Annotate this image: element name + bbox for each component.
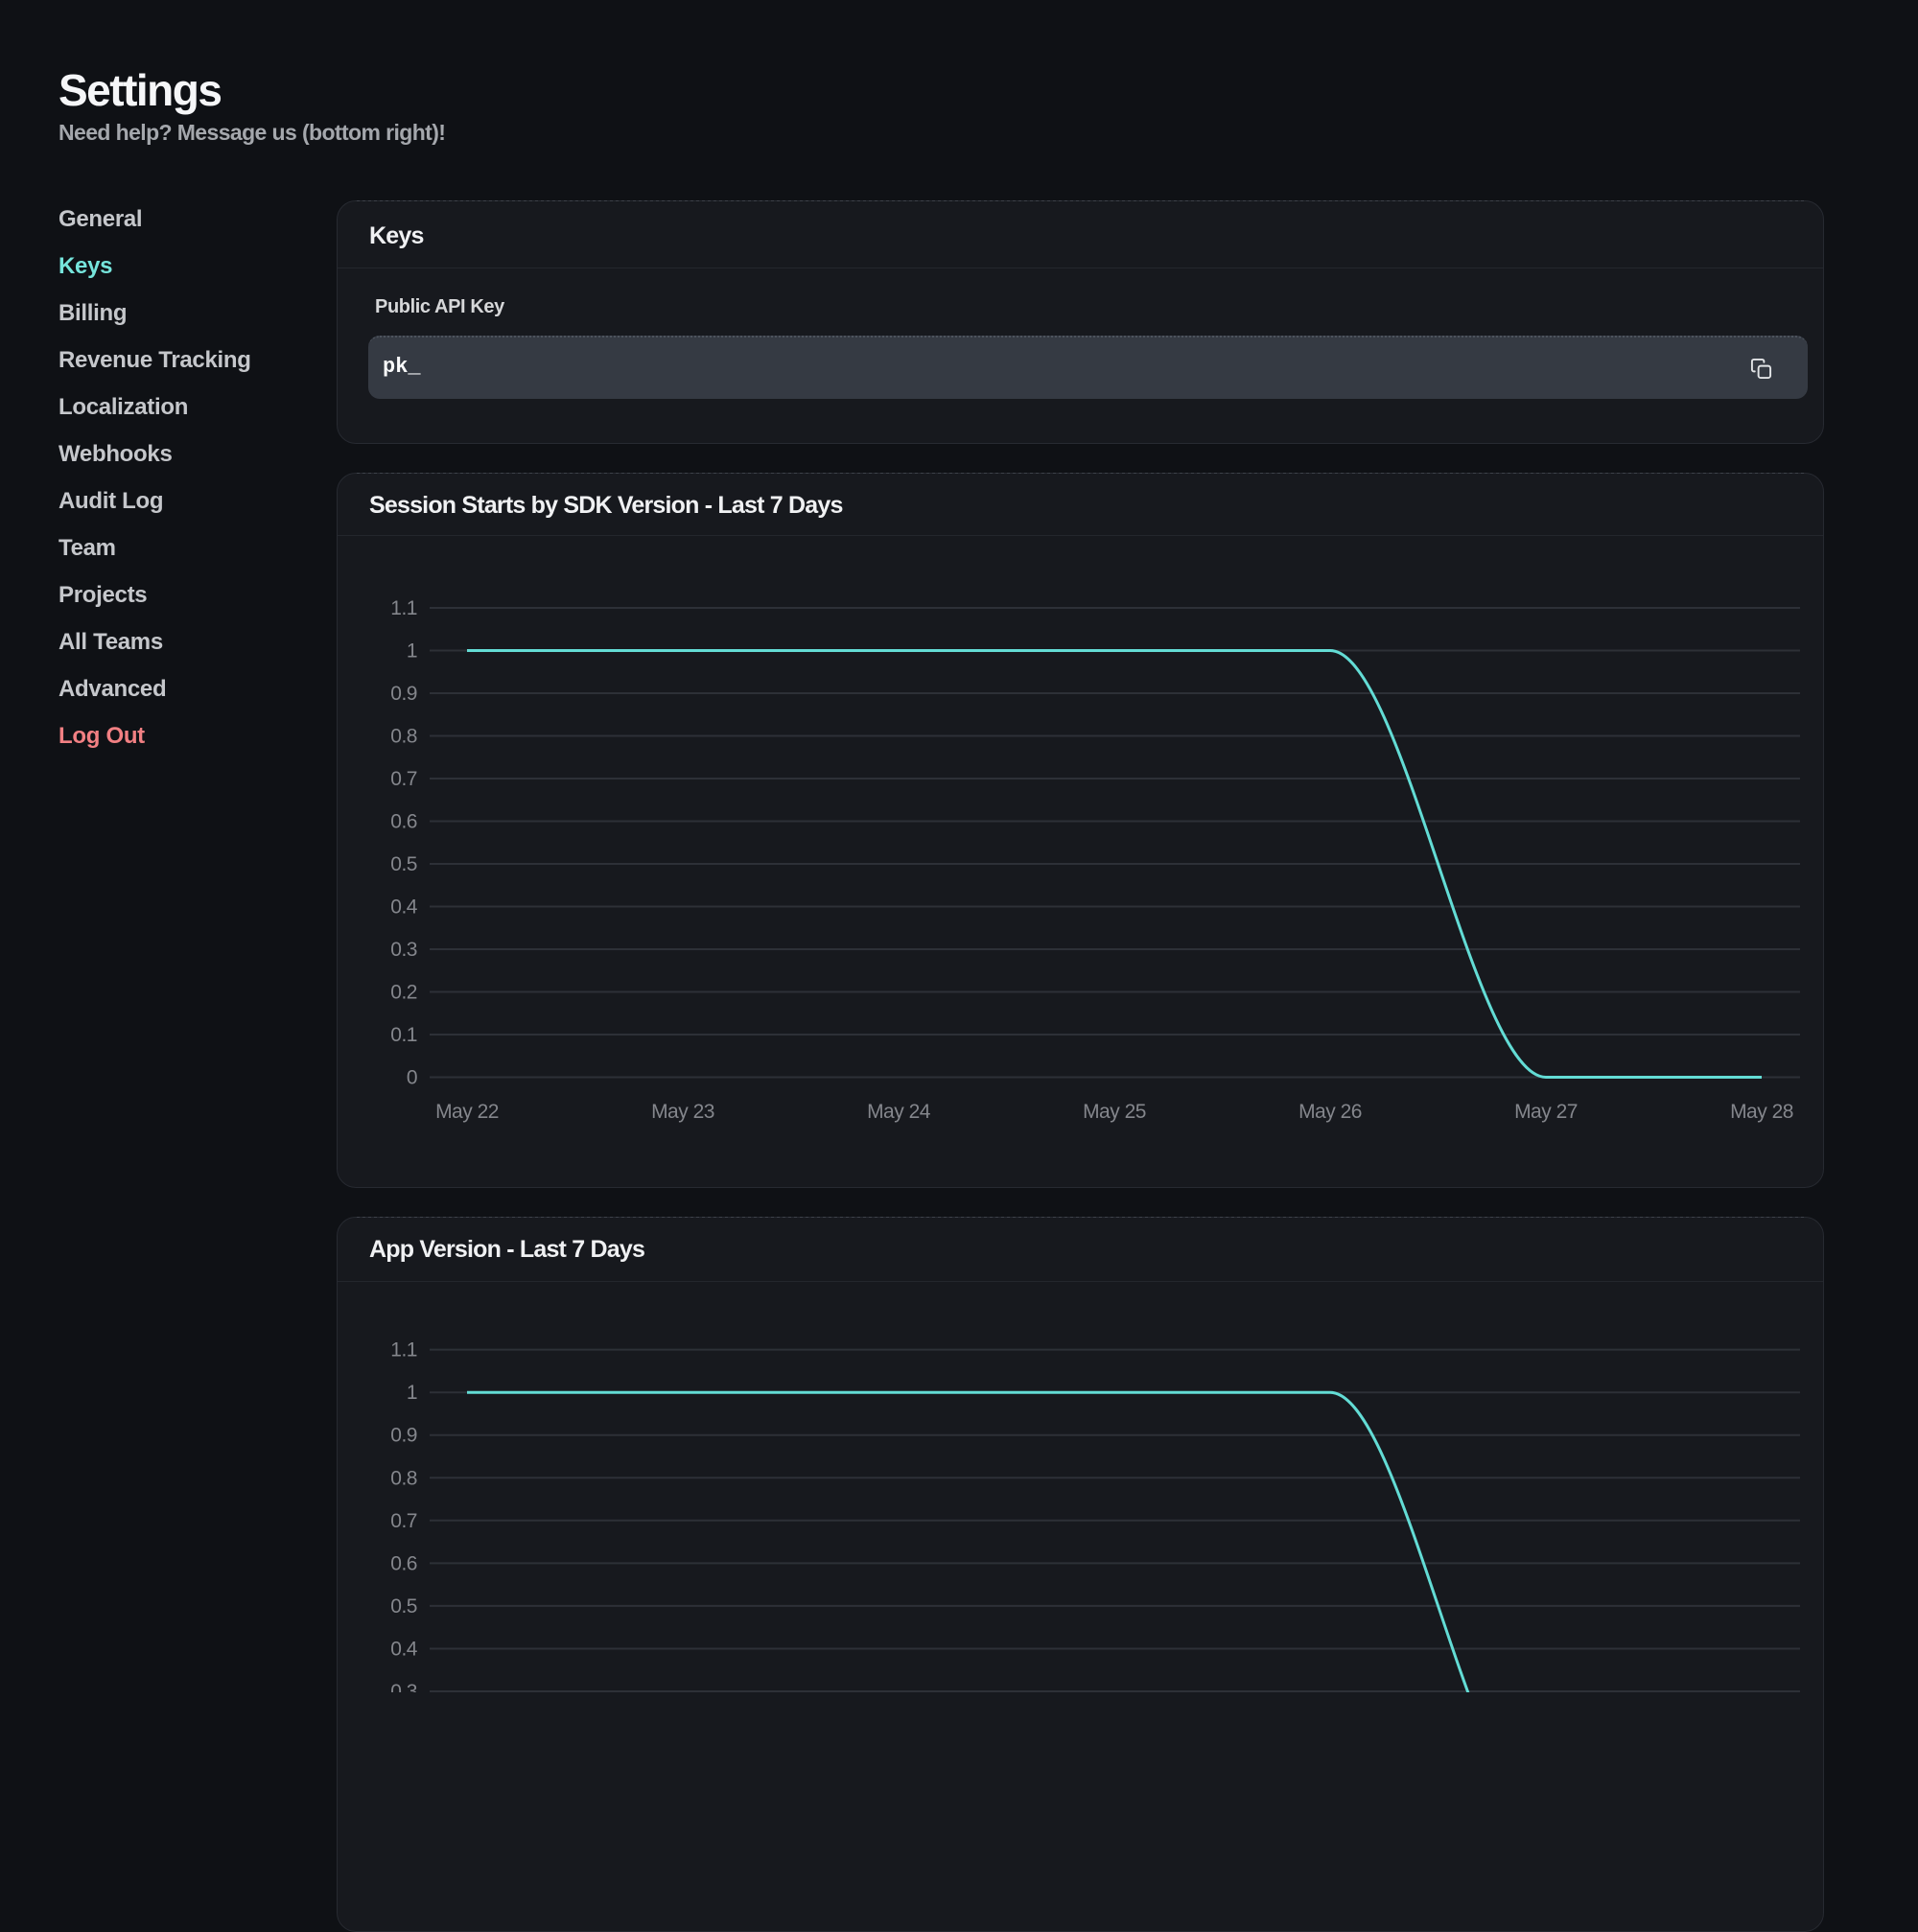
svg-text:0.3: 0.3 <box>390 939 417 961</box>
svg-text:May 25: May 25 <box>1083 1101 1146 1123</box>
svg-text:May 28: May 28 <box>1730 1101 1793 1123</box>
svg-text:0.9: 0.9 <box>390 1425 417 1447</box>
svg-text:May 27: May 27 <box>1514 1101 1578 1123</box>
svg-text:May 23: May 23 <box>651 1101 714 1123</box>
svg-text:0.4: 0.4 <box>390 1639 418 1661</box>
svg-text:0.4: 0.4 <box>390 896 418 919</box>
svg-text:0.8: 0.8 <box>390 1467 417 1489</box>
svg-text:0.5: 0.5 <box>390 853 417 875</box>
svg-text:0.6: 0.6 <box>390 1552 417 1574</box>
svg-text:0: 0 <box>407 1067 417 1089</box>
svg-text:0.2: 0.2 <box>390 982 417 1004</box>
svg-text:0.8: 0.8 <box>390 726 417 748</box>
svg-text:0.7: 0.7 <box>390 1510 417 1532</box>
svg-text:May 24: May 24 <box>867 1101 931 1123</box>
svg-text:May 26: May 26 <box>1298 1101 1362 1123</box>
svg-text:1: 1 <box>407 640 417 663</box>
svg-text:0.3: 0.3 <box>390 1681 417 1692</box>
svg-text:0.7: 0.7 <box>390 768 417 790</box>
svg-text:1: 1 <box>407 1382 417 1404</box>
svg-text:1.1: 1.1 <box>390 1339 417 1362</box>
svg-text:1.1: 1.1 <box>390 597 417 619</box>
svg-text:0.1: 0.1 <box>390 1024 417 1046</box>
svg-text:0.6: 0.6 <box>390 811 417 833</box>
svg-text:May 22: May 22 <box>435 1101 499 1123</box>
svg-text:0.9: 0.9 <box>390 683 417 705</box>
svg-text:0.5: 0.5 <box>390 1595 417 1618</box>
